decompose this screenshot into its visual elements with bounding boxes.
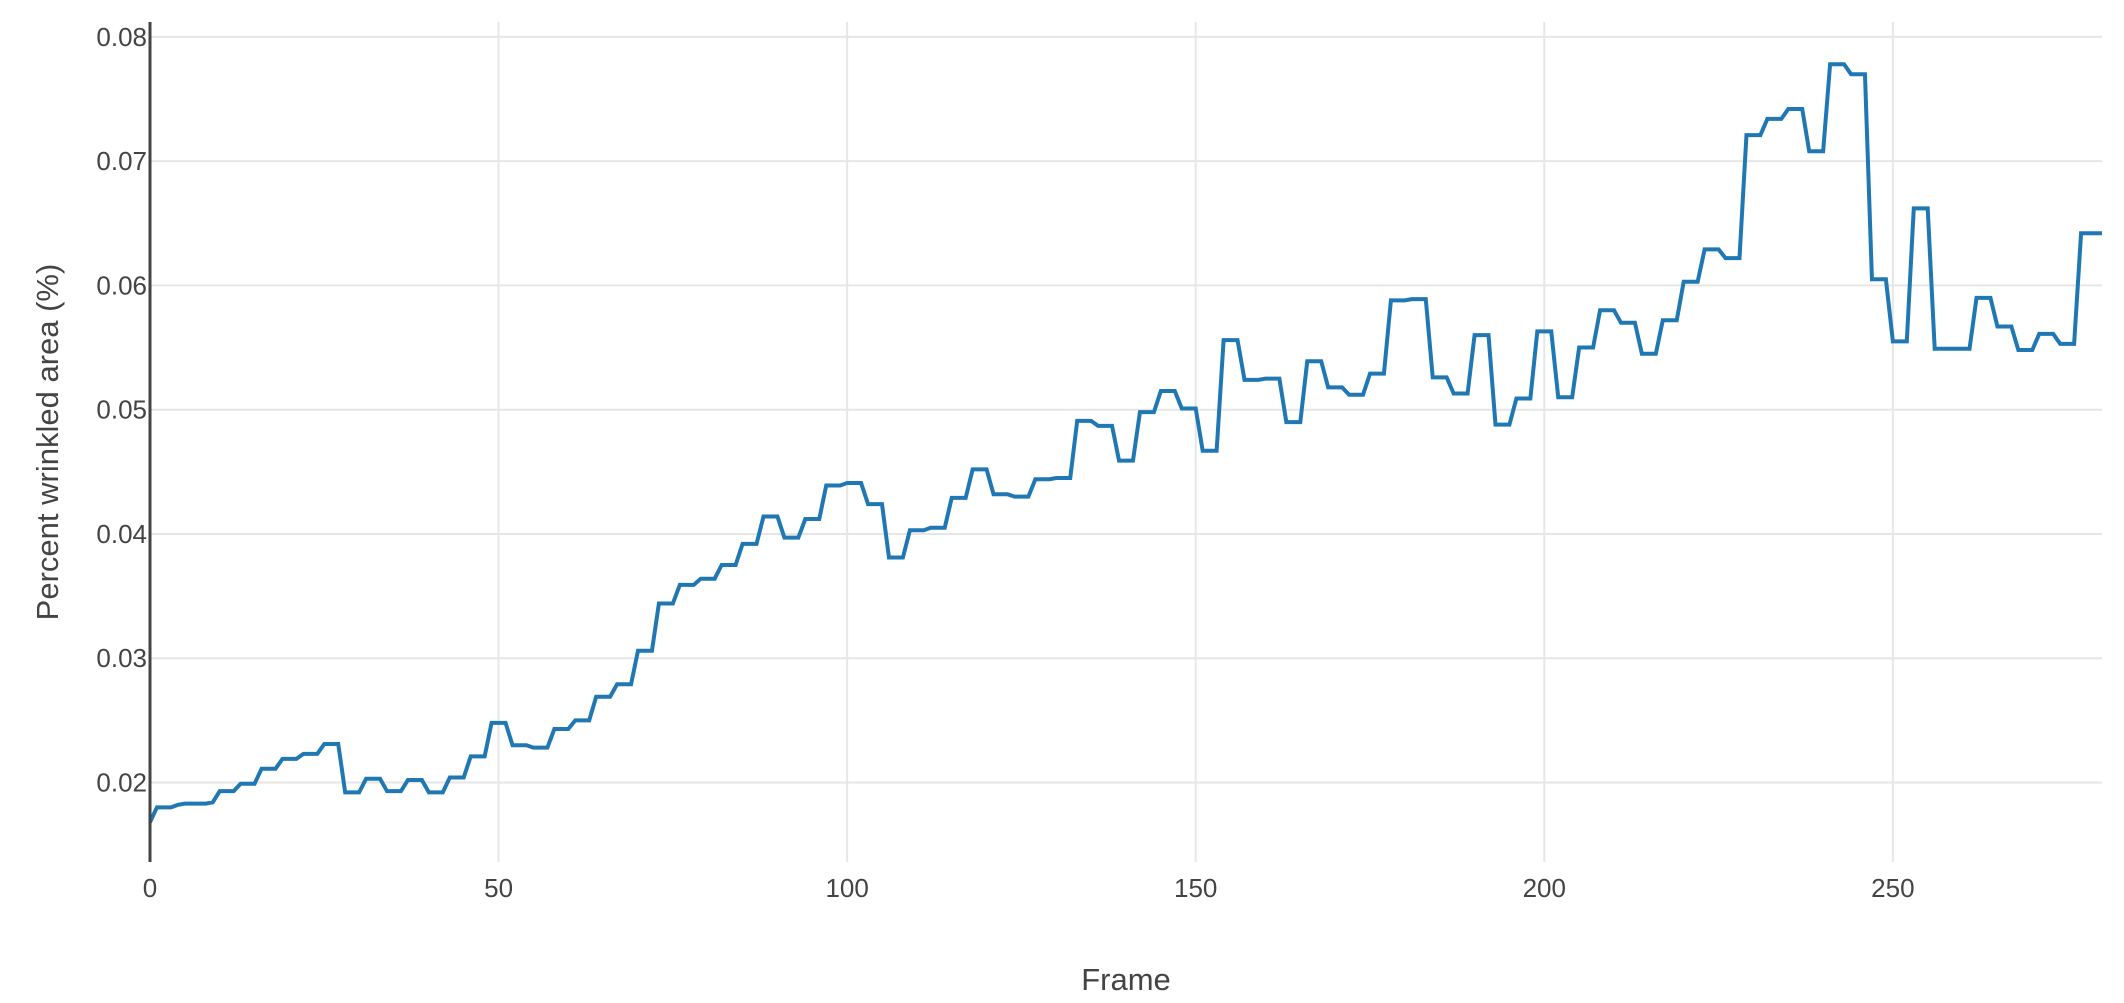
x-tick-label: 0 [143,873,157,903]
grid [150,22,2102,862]
y-tick-label: 0.02 [96,767,147,797]
y-tick-label: 0.03 [96,643,147,673]
y-tick-label: 0.04 [96,519,147,549]
x-tick-label: 200 [1523,873,1566,903]
y-tick-label: 0.08 [96,22,147,52]
y-tick-label: 0.05 [96,395,147,425]
y-tick-label: 0.07 [96,146,147,176]
x-tick-label: 50 [484,873,513,903]
y-axis-title: Percent wrinkled area (%) [30,264,65,621]
x-axis-title: Frame [1081,962,1171,997]
series-line [148,62,2102,824]
x-tick-label: 150 [1174,873,1217,903]
y-tick-label: 0.06 [96,270,147,300]
y-axis-ticks: 0.02 0.03 0.04 0.05 0.06 0.07 0.08 [96,22,147,798]
x-tick-label: 100 [825,873,868,903]
x-tick-label: 250 [1871,873,1914,903]
series-layer [148,62,2102,824]
x-axis-ticks: 0 50 100 150 200 250 [143,873,1915,903]
